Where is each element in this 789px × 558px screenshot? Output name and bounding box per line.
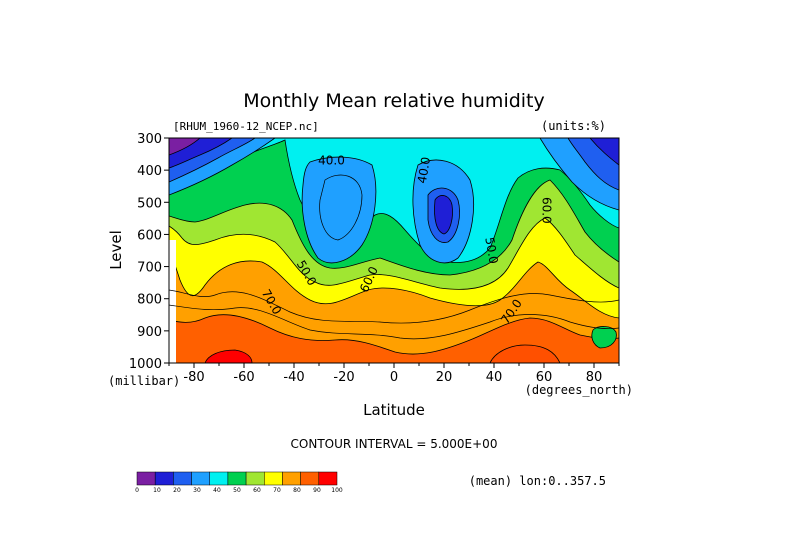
legend-swatch [209, 471, 229, 486]
contour-label-text: 40.0 [318, 154, 345, 168]
x-tick-label: 60 [536, 370, 553, 385]
legend-label: 20 [173, 487, 181, 494]
contour-label: 60.0 [540, 197, 554, 224]
dataset-label: [RHUM_1960-12_NCEP.nc] [173, 120, 319, 133]
legend-swatch [136, 471, 156, 486]
contour-band-90-left [204, 349, 253, 363]
contour-label: 40.0 [415, 156, 433, 185]
x-tick-label: 40 [486, 370, 503, 385]
y-tick-label: 500 [137, 196, 162, 211]
contour-band-30-left [301, 156, 377, 264]
x-tick-label: -40 [283, 370, 304, 385]
chart-title: Monthly Mean relative humidity [243, 90, 545, 112]
legend-swatch [300, 471, 320, 486]
contour-label-text: 40.0 [415, 156, 433, 185]
contour-label: 40.0 [318, 154, 345, 168]
legend-swatch [282, 471, 301, 486]
y-tick-label: 700 [137, 261, 162, 276]
contour-band-10-right [434, 195, 453, 235]
contour-band-85-right [489, 344, 561, 363]
color-scale-legend: 0 10 20 30 40 50 60 70 80 90 100 [135, 471, 343, 494]
contour-band-40 [169, 138, 619, 263]
y-tick-label: 400 [137, 164, 162, 179]
legend-swatch [154, 471, 174, 486]
legend-swatch [318, 471, 338, 486]
legend-swatch [245, 471, 265, 486]
legend-label: 0 [135, 487, 139, 494]
legend-swatch [264, 471, 283, 486]
legend-label: 80 [293, 487, 301, 494]
plot-area [169, 138, 619, 363]
y-units-label: (millibar) [108, 374, 180, 388]
contour-interval-label: CONTOUR INTERVAL = 5.000E+00 [291, 437, 498, 451]
y-tick-label: 1000 [129, 357, 162, 372]
contour-band-10-top-right [589, 138, 619, 166]
contour-band-60-pocket [591, 326, 617, 349]
legend-swatch [191, 471, 210, 486]
legend-label: 30 [193, 487, 201, 494]
missing-data-strip [169, 240, 176, 363]
contour-line [169, 304, 619, 340]
x-tick-label: 20 [436, 370, 453, 385]
x-axis-label: Latitude [363, 401, 425, 419]
legend-label: 40 [213, 487, 221, 494]
y-tick-label: 800 [137, 293, 162, 308]
x-tick-label: 0 [390, 370, 398, 385]
x-tick-label: 80 [586, 370, 603, 385]
contour-label-text: 50.0 [482, 236, 500, 265]
y-tick-label: 300 [137, 132, 162, 147]
x-tick-label: -20 [333, 370, 354, 385]
legend-label: 60 [253, 487, 261, 494]
contour-line [169, 289, 619, 324]
y-axis: 300 400 500 600 700 800 900 1000 [129, 132, 169, 372]
legend-label: 10 [153, 487, 161, 494]
legend-label: 90 [313, 487, 321, 494]
mean-label: (mean) lon:0..357.5 [469, 474, 606, 488]
x-tick-label: -80 [183, 370, 204, 385]
legend-swatch [173, 471, 192, 486]
legend-label: 70 [273, 487, 281, 494]
contour-line [319, 174, 363, 241]
contour-label: 50.0 [482, 236, 500, 265]
legend-label: 100 [331, 487, 343, 494]
x-axis: -80 -60 -40 -20 0 20 40 60 80 [168, 363, 620, 385]
y-axis-label: Level [107, 230, 125, 270]
contour-label-text: 60.0 [540, 197, 554, 224]
x-units-label: (degrees_north) [525, 383, 633, 397]
legend-label: 50 [233, 487, 241, 494]
y-tick-label: 600 [137, 228, 162, 243]
units-label: (units:%) [541, 119, 606, 133]
legend-swatch [227, 471, 247, 486]
y-tick-label: 900 [137, 325, 162, 340]
x-tick-label: -60 [233, 370, 254, 385]
